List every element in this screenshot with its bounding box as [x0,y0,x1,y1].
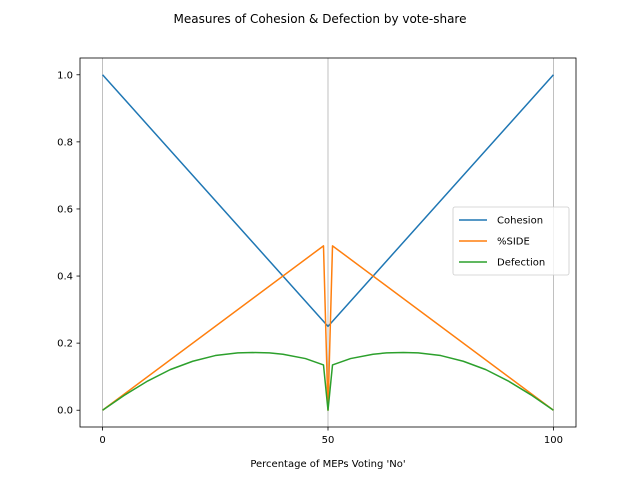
y-tick-label: 0.2 [57,339,73,350]
chart-title: Measures of Cohesion & Defection by vote… [174,12,467,26]
legend-label-side: %SIDE [497,237,530,248]
legend-label-defection: Defection [497,258,545,269]
series-line-defection [102,351,554,411]
x-tick-label: 100 [544,435,563,446]
tick-layer: 0 50 100 0.0 0.2 0.4 0.6 0.8 1.0 [57,70,563,446]
x-axis-label: Percentage of MEPs Voting 'No' [250,459,405,470]
legend-box [452,206,570,276]
y-tick-label: 0.8 [57,137,73,148]
y-tick-label: 0.0 [57,406,73,417]
legend-label-cohesion: Cohesion [497,216,543,227]
series-line-cohesion [101,74,555,328]
x-tick-label: 50 [322,435,335,446]
legend: Cohesion %SIDE Defection [452,206,570,276]
series-layer [101,74,555,411]
y-tick-label: 1.0 [57,70,73,81]
y-tick-label: 0.4 [57,272,73,283]
x-tick-label: 0 [99,435,105,446]
y-tick-label: 0.6 [57,204,73,215]
